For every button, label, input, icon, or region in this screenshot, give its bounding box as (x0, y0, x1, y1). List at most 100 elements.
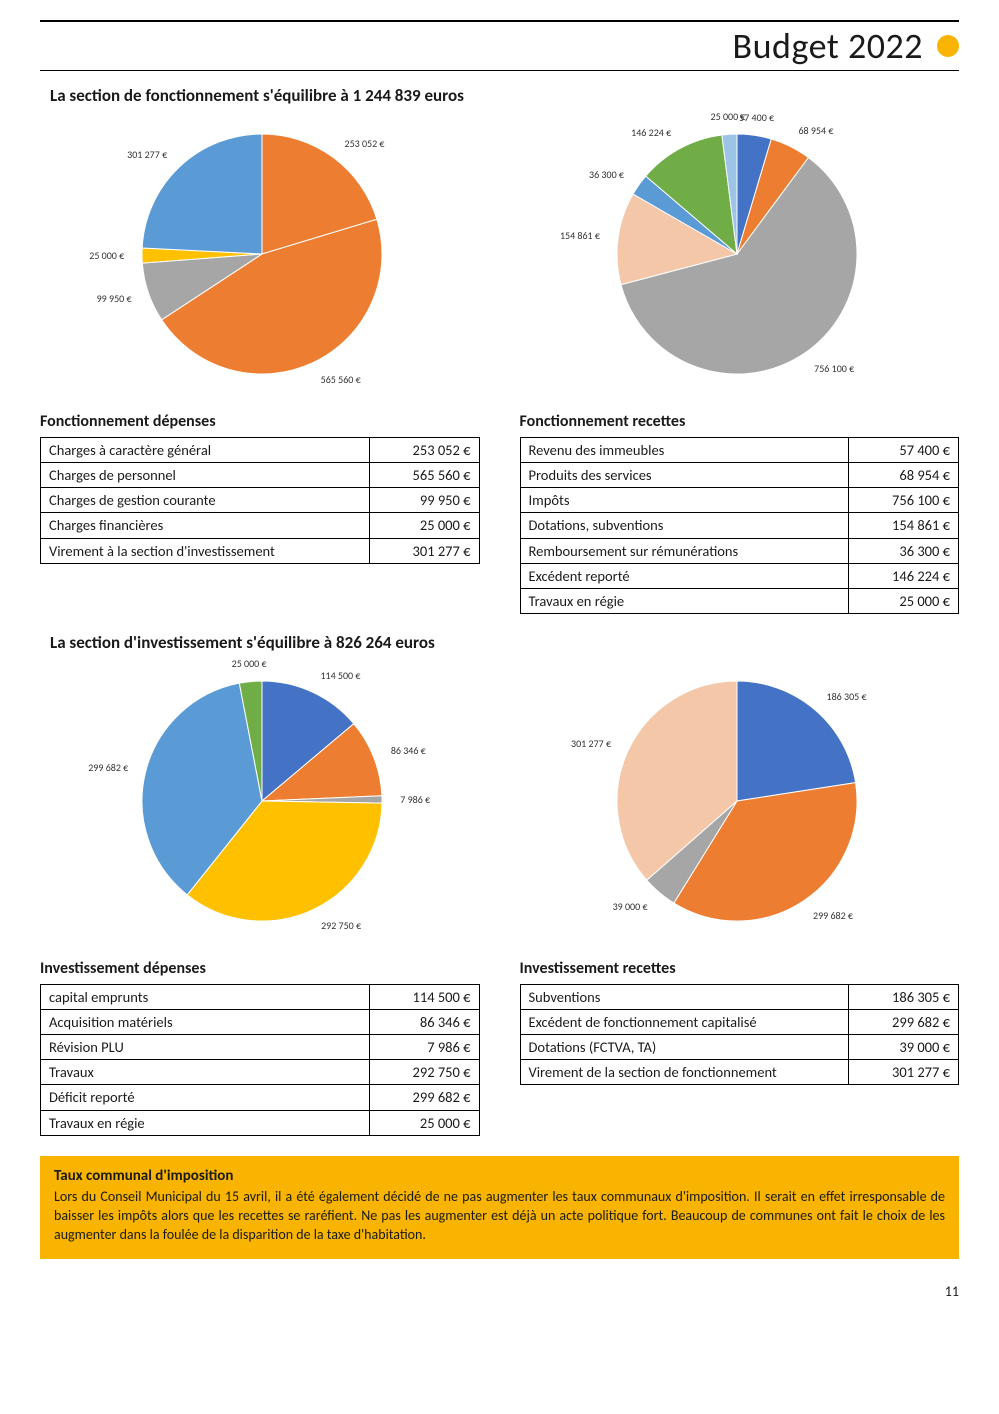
header-rule-top (40, 20, 959, 22)
table-row: Produits des services68 954 € (520, 463, 959, 488)
table-cell-label: Travaux en régie (520, 588, 849, 613)
page-header: Budget 2022 (40, 24, 959, 68)
table-row: Revenu des immeubles57 400 € (520, 438, 959, 463)
table-cell-amount: 39 000 € (849, 1035, 959, 1060)
pie-label: 7 986 € (400, 793, 430, 806)
table-cell-label: Charges à caractère général (41, 438, 370, 463)
pie-label: 154 861 € (560, 229, 600, 242)
table-cell-amount: 146 224 € (849, 563, 959, 588)
table-cell-label: capital emprunts (41, 984, 370, 1009)
table-cell-amount: 7 986 € (369, 1035, 479, 1060)
table-investissement-depenses: Investissement dépenses capital emprunts… (40, 953, 480, 1136)
table-cell-amount: 186 305 € (849, 984, 959, 1009)
pie-label: 299 682 € (813, 909, 853, 922)
table-cell-amount: 292 750 € (369, 1060, 479, 1085)
info-box-title: Taux communal d'imposition (54, 1166, 945, 1186)
table-cell-amount: 36 300 € (849, 538, 959, 563)
table-cell-amount: 68 954 € (849, 463, 959, 488)
header-rule-bottom (40, 70, 959, 71)
pie-label: 756 100 € (814, 362, 854, 375)
table-row: Travaux292 750 € (41, 1060, 480, 1085)
table-cell-amount: 301 277 € (849, 1060, 959, 1085)
table-cell-amount: 25 000 € (369, 1110, 479, 1135)
table-cell-label: Acquisition matériels (41, 1010, 370, 1035)
table-row: Charges de personnel565 560 € (41, 463, 480, 488)
table-cell-label: Excédent de fonctionnement capitalisé (520, 1010, 849, 1035)
data-table: Revenu des immeubles57 400 €Produits des… (520, 437, 960, 614)
pie-investissement-recettes: 186 305 € 299 682 € 39 000 € 301 277 € (522, 661, 952, 941)
pie-label: 25 000 € (89, 249, 124, 262)
page-number: 11 (40, 1283, 959, 1300)
info-box-taux: Taux communal d'imposition Lors du Conse… (40, 1156, 959, 1259)
table-cell-amount: 114 500 € (369, 984, 479, 1009)
table-row: Excédent de fonctionnement capitalisé299… (520, 1010, 959, 1035)
pie-fonctionnement-recettes: 57 400 €68 954 €756 100 €154 861 €36 300… (522, 114, 952, 394)
table-cell-amount: 756 100 € (849, 488, 959, 513)
table-row: Travaux en régie25 000 € (41, 1110, 480, 1135)
page-title: Budget 2022 (733, 24, 923, 68)
table-cell-label: Virement de la section de fonctionnement (520, 1060, 849, 1085)
table-cell-label: Dotations, subventions (520, 513, 849, 538)
table-cell-amount: 154 861 € (849, 513, 959, 538)
table-row: Déficit reporté299 682 € (41, 1085, 480, 1110)
table-cell-label: Déficit reporté (41, 1085, 370, 1110)
table-title: Investissement recettes (520, 959, 960, 978)
pie-label: 146 224 € (631, 126, 671, 139)
pie-label: 25 000 € (232, 657, 267, 670)
pie-label: 86 346 € (391, 744, 426, 757)
table-cell-amount: 301 277 € (369, 538, 479, 563)
pie-label: 25 000 € (711, 110, 746, 123)
section1-charts: 253 052 €565 560 €99 950 €25 000 €301 27… (40, 114, 959, 394)
pie-label: 36 300 € (589, 168, 624, 181)
table-row: Charges de gestion courante99 950 € (41, 488, 480, 513)
section1-title: La section de fonctionnement s'équilibre… (50, 85, 959, 106)
table-cell-amount: 299 682 € (369, 1085, 479, 1110)
table-cell-label: Remboursement sur rémunérations (520, 538, 849, 563)
pie-label: 39 000 € (613, 900, 648, 913)
table-row: Charges à caractère général253 052 € (41, 438, 480, 463)
header-dot-icon (937, 35, 959, 57)
table-title: Fonctionnement dépenses (40, 412, 480, 431)
table-investissement-recettes: Investissement recettes Subventions186 3… (520, 953, 960, 1086)
table-cell-label: Produits des services (520, 463, 849, 488)
section2-charts: 114 500 €86 346 €7 986 €292 750 €299 682… (40, 661, 959, 941)
table-cell-amount: 57 400 € (849, 438, 959, 463)
table-row: Impôts756 100 € (520, 488, 959, 513)
data-table: capital emprunts114 500 €Acquisition mat… (40, 984, 480, 1136)
info-box-body: Lors du Conseil Municipal du 15 avril, i… (54, 1188, 945, 1245)
table-fonctionnement-depenses: Fonctionnement dépenses Charges à caract… (40, 406, 480, 564)
table-cell-label: Subventions (520, 984, 849, 1009)
pie-label: 253 052 € (345, 137, 385, 150)
pie-label: 68 954 € (798, 124, 833, 137)
table-cell-label: Impôts (520, 488, 849, 513)
data-table: Subventions186 305 €Excédent de fonction… (520, 984, 960, 1086)
table-row: Virement de la section de fonctionnement… (520, 1060, 959, 1085)
pie-fonctionnement-depenses: 253 052 €565 560 €99 950 €25 000 €301 27… (47, 114, 477, 394)
table-cell-label: Dotations (FCTVA, TA) (520, 1035, 849, 1060)
table-row: Dotations (FCTVA, TA)39 000 € (520, 1035, 959, 1060)
table-cell-amount: 25 000 € (849, 588, 959, 613)
data-table: Charges à caractère général253 052 €Char… (40, 437, 480, 564)
pie-label: 99 950 € (97, 292, 132, 305)
table-cell-label: Revenu des immeubles (520, 438, 849, 463)
pie-label: 114 500 € (320, 669, 360, 682)
table-title: Fonctionnement recettes (520, 412, 960, 431)
table-row: Révision PLU7 986 € (41, 1035, 480, 1060)
pie-label: 565 560 € (321, 373, 361, 386)
table-cell-label: Virement à la section d'investissement (41, 538, 370, 563)
table-row: Travaux en régie25 000 € (520, 588, 959, 613)
section1-tables: Fonctionnement dépenses Charges à caract… (40, 406, 959, 614)
table-cell-label: Travaux en régie (41, 1110, 370, 1135)
table-cell-amount: 25 000 € (369, 513, 479, 538)
table-cell-amount: 565 560 € (369, 463, 479, 488)
table-row: Virement à la section d'investissement30… (41, 538, 480, 563)
table-cell-amount: 99 950 € (369, 488, 479, 513)
table-cell-label: Charges financières (41, 513, 370, 538)
section2-tables: Investissement dépenses capital emprunts… (40, 953, 959, 1136)
table-cell-label: Excédent reporté (520, 563, 849, 588)
table-row: capital emprunts114 500 € (41, 984, 480, 1009)
table-cell-amount: 86 346 € (369, 1010, 479, 1035)
pie-label: 301 277 € (571, 737, 611, 750)
table-row: Excédent reporté146 224 € (520, 563, 959, 588)
pie-label: 186 305 € (827, 690, 867, 703)
